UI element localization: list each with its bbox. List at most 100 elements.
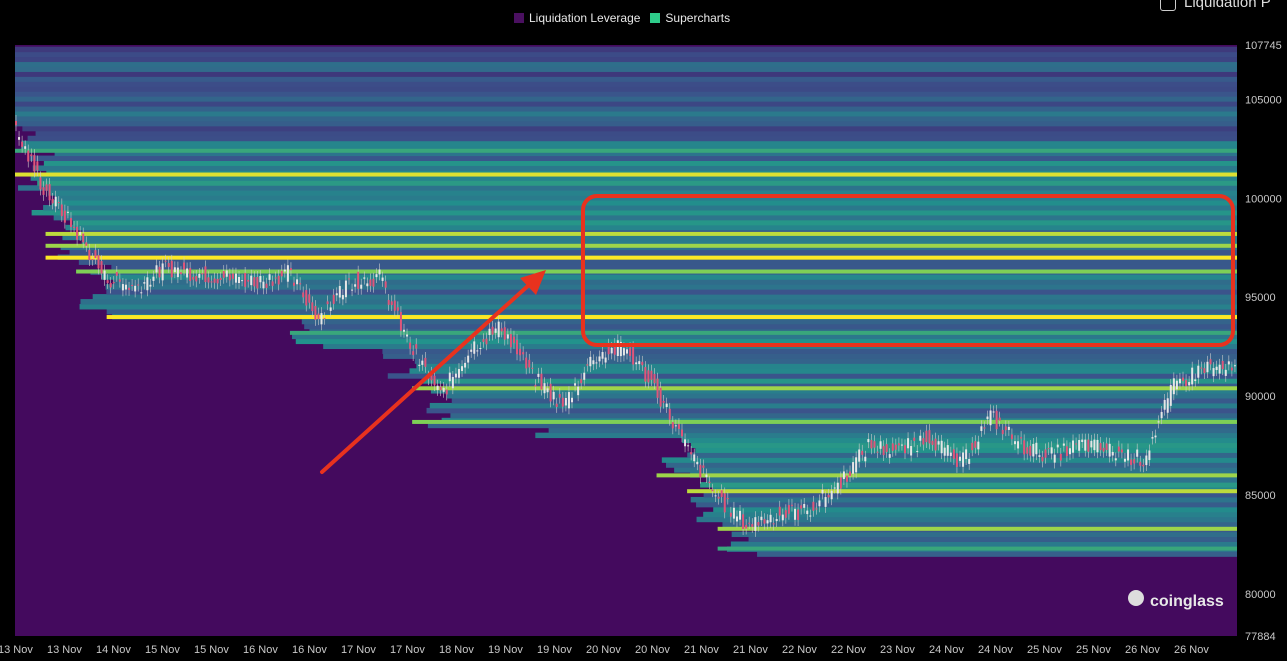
heatmap-band: [79, 303, 1238, 310]
heatmap-band: [15, 101, 1237, 107]
candle: [1096, 439, 1099, 453]
candle: [919, 435, 922, 441]
candle: [564, 398, 567, 406]
liquidation-level-band: [15, 172, 1237, 177]
candle: [1007, 426, 1010, 430]
heatmap-band: [674, 467, 1237, 473]
candle: [787, 505, 790, 514]
candle: [1047, 448, 1050, 450]
heatmap-band: [15, 96, 1237, 102]
candle: [531, 367, 534, 369]
candle: [845, 475, 848, 482]
annotation-arrow: [320, 282, 532, 474]
candle: [393, 300, 396, 311]
candle: [577, 386, 580, 396]
candle: [659, 387, 662, 407]
y-tick-label: 107745: [1245, 40, 1282, 52]
candle: [85, 242, 88, 246]
candle: [271, 281, 274, 286]
candle: [1017, 441, 1020, 449]
candle: [610, 347, 613, 354]
candle: [955, 453, 958, 467]
checkbox[interactable]: [1160, 0, 1176, 11]
candle: [33, 155, 36, 172]
candle: [1123, 458, 1126, 462]
liquidation-toggle[interactable]: Liquidation P: [1160, 0, 1271, 11]
heatmap-band: [30, 175, 1238, 181]
heatmap-band: [703, 492, 1237, 498]
candle: [503, 327, 506, 340]
x-tick-label: 21 Nov: [684, 644, 719, 656]
candle: [1105, 443, 1108, 451]
heatmap-band: [713, 506, 1237, 513]
heatmap-band: [111, 264, 1237, 270]
heatmap-band: [54, 150, 1238, 157]
candle: [216, 278, 219, 284]
candle: [323, 318, 326, 320]
candle: [1188, 382, 1191, 386]
heatmap-band: [700, 482, 1237, 488]
candle: [604, 357, 607, 363]
candle: [305, 290, 308, 306]
candle: [131, 284, 134, 286]
candle: [803, 503, 806, 508]
candle: [595, 362, 598, 364]
candle: [369, 279, 372, 286]
candle: [732, 507, 735, 519]
candle: [247, 279, 250, 282]
candle: [775, 519, 778, 522]
candle: [1136, 449, 1139, 457]
candle: [378, 269, 381, 275]
heatmap-band: [427, 422, 1237, 429]
heatmap-band: [383, 353, 1237, 359]
x-tick-label: 20 Nov: [586, 644, 621, 656]
y-tick-label: 95000: [1245, 292, 1276, 304]
candle: [980, 426, 983, 431]
candle: [1172, 378, 1175, 395]
candle: [1233, 365, 1236, 367]
candle: [158, 266, 161, 278]
candle: [170, 260, 173, 278]
liquidation-level-band: [412, 386, 1237, 391]
candle: [268, 274, 271, 280]
candle: [360, 284, 363, 289]
heatmap-band: [43, 160, 1237, 166]
candle: [1084, 439, 1087, 451]
heatmap-band: [22, 125, 1238, 132]
candle: [693, 454, 696, 462]
legend-item-supercharts[interactable]: Supercharts: [650, 11, 730, 25]
candle: [179, 272, 182, 275]
candle: [1102, 447, 1105, 452]
candle: [155, 265, 158, 273]
candle: [1020, 437, 1023, 439]
candle: [79, 232, 82, 235]
legend-item-liquidation-leverage[interactable]: Liquidation Leverage: [514, 11, 640, 25]
candle: [925, 430, 928, 443]
candle: [702, 465, 705, 468]
candle: [1065, 446, 1068, 456]
candle: [1145, 455, 1148, 466]
x-tick-label: 14 Nov: [96, 644, 131, 656]
candle: [18, 137, 21, 140]
candle: [723, 493, 726, 513]
candle: [873, 441, 876, 448]
candle: [849, 471, 852, 476]
heatmap-band: [37, 180, 1237, 186]
heatmap-band: [757, 551, 1237, 557]
heatmap-band: [15, 86, 1237, 92]
liquidation-level-band: [45, 255, 1237, 260]
candle: [103, 270, 106, 280]
x-tick-label: 22 Nov: [831, 644, 866, 656]
candle: [299, 283, 302, 285]
x-tick-label: 16 Nov: [243, 644, 278, 656]
candle: [485, 338, 488, 345]
candle: [30, 154, 33, 157]
heatmap-band: [426, 407, 1237, 414]
candle: [210, 281, 213, 283]
candle: [464, 362, 467, 368]
legend: Liquidation Leverage Supercharts: [514, 11, 730, 25]
liquidation-level-band: [15, 148, 1237, 153]
candle: [283, 269, 286, 272]
candle: [45, 184, 48, 191]
